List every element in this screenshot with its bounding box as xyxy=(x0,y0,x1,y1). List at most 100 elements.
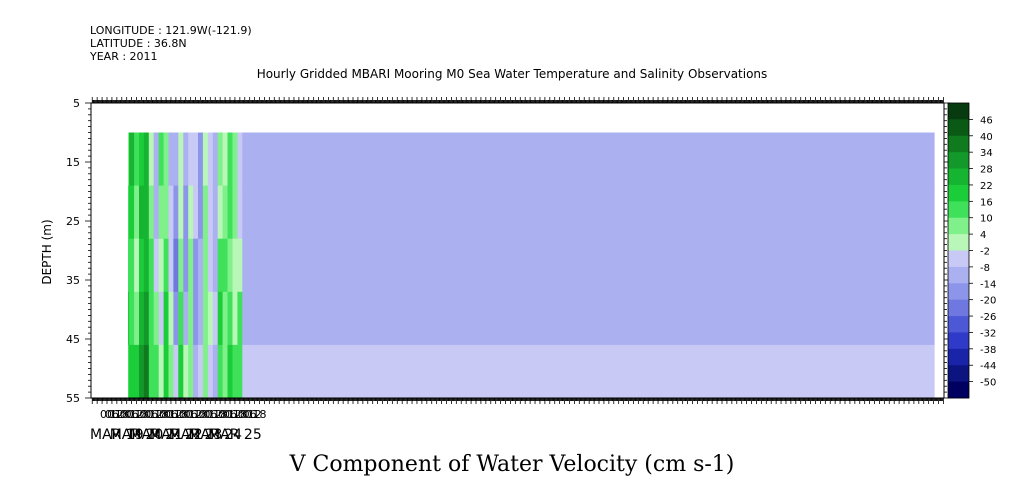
heatmap-cell xyxy=(153,238,160,293)
x-tick-label: 06 xyxy=(164,408,178,421)
heatmap-cell xyxy=(207,344,214,399)
heatmap-cell xyxy=(207,185,214,240)
heatmap-cell xyxy=(148,238,155,293)
x-tick-label: 06 xyxy=(125,408,139,421)
x-tick-label: 18 xyxy=(213,408,227,421)
heatmap-cell xyxy=(237,344,243,399)
colorbar-swatch xyxy=(948,168,969,186)
heatmap-cell xyxy=(168,238,174,293)
heatmap-cell xyxy=(128,291,130,346)
heatmap-cell xyxy=(193,291,199,346)
heatmap-cell xyxy=(222,238,229,293)
x-tick-label: 18 xyxy=(154,408,168,421)
heatmap-cell xyxy=(212,238,219,293)
heatmap-cell xyxy=(183,238,189,293)
colorbar-swatch xyxy=(948,103,969,120)
colorbar-label: -50 xyxy=(980,378,996,389)
heatmap-cell xyxy=(163,344,170,399)
colorbar-label: 34 xyxy=(980,148,993,159)
heatmap-cells xyxy=(128,132,935,399)
colorbar-label: 22 xyxy=(980,181,993,192)
colorbar-label: 28 xyxy=(980,165,993,176)
heatmap-cell xyxy=(168,185,174,240)
heatmap-cell xyxy=(163,291,170,346)
latitude-label: LATITUDE : 36.8N xyxy=(90,37,187,50)
colorbar-swatch xyxy=(948,299,969,317)
heatmap-cell xyxy=(168,291,174,346)
colorbar-swatch xyxy=(948,201,969,219)
heatmap-cell xyxy=(173,238,179,293)
x-tick-label: 00 xyxy=(218,408,232,421)
x-tick-label: 12 xyxy=(149,408,163,421)
heatmap-cell xyxy=(178,132,184,187)
x-tick-label: 06 xyxy=(203,408,217,421)
heatmap-cell xyxy=(139,238,145,293)
colorbar-label: 40 xyxy=(980,132,993,143)
colorbar-swatch xyxy=(948,365,969,383)
y-tick-label: 15 xyxy=(66,156,80,169)
heatmap-cell xyxy=(183,185,189,240)
heatmap-cell xyxy=(139,291,145,346)
heatmap-cell xyxy=(168,132,174,187)
heatmap-cell xyxy=(153,185,160,240)
heatmap-cell xyxy=(202,132,209,187)
colorbar-swatch xyxy=(948,381,969,399)
heatmap-cell xyxy=(173,291,179,346)
heatmap-cell xyxy=(178,291,184,346)
heatmap-cell xyxy=(143,344,150,399)
heatmap-cell xyxy=(217,185,224,240)
heatmap-cell xyxy=(183,132,189,187)
heatmap-cell xyxy=(232,238,238,293)
heatmap-cell xyxy=(207,291,214,346)
heatmap-cell xyxy=(158,132,165,187)
y-tick-label: 5 xyxy=(73,97,80,110)
heatmap-cell xyxy=(178,185,184,240)
y-tick-label: 35 xyxy=(66,274,80,287)
year-label: YEAR : 2011 xyxy=(90,50,158,63)
heatmap-cell xyxy=(129,132,135,187)
heatmap-cell xyxy=(227,238,233,293)
heatmap-cell xyxy=(222,344,229,399)
heatmap-cell xyxy=(158,238,165,293)
x-tick-label: 12 xyxy=(248,408,262,421)
x-tick-label: 12 xyxy=(110,408,124,421)
x-tick-label: 12 xyxy=(169,408,183,421)
heatmap-cell xyxy=(173,185,179,240)
x-tick-label: 06 xyxy=(184,408,198,421)
colorbar-label: 10 xyxy=(980,214,993,225)
colorbar-label: -44 xyxy=(980,361,996,372)
heatmap-cell xyxy=(128,238,130,293)
heatmap-cell xyxy=(139,344,145,399)
heatmap-cell xyxy=(134,344,140,399)
heatmap-cell xyxy=(178,238,184,293)
heatmap-cell xyxy=(188,344,194,399)
x-tick-label: 18 xyxy=(115,408,129,421)
heatmap-cell xyxy=(227,185,233,240)
heatmap-cell xyxy=(129,185,135,240)
heatmap-cell xyxy=(134,291,140,346)
colorbar-label: 16 xyxy=(980,197,993,208)
x-axis-label: V Component of Water Velocity (cm s-1) xyxy=(289,452,735,477)
x-tick-label: 12 xyxy=(189,408,203,421)
x-tick-label: 18 xyxy=(233,408,247,421)
heatmap-cell xyxy=(193,132,199,187)
heatmap-cell xyxy=(193,238,199,293)
heatmap-cell xyxy=(168,344,174,399)
heatmap-cell xyxy=(242,185,935,240)
heatmap-cell xyxy=(237,291,243,346)
heatmap-cell xyxy=(129,291,135,346)
colorbar-label: -26 xyxy=(980,312,996,323)
heatmap-cell xyxy=(222,185,229,240)
heatmap-cell xyxy=(173,344,179,399)
heatmap-cell xyxy=(163,185,170,240)
x-tick-label: 00 xyxy=(100,408,114,421)
heatmap-cell xyxy=(198,291,204,346)
heatmap-cell xyxy=(217,291,224,346)
x-tick-label: 00 xyxy=(198,408,212,421)
heatmap-cell xyxy=(163,132,170,187)
x-tick-label: 12 xyxy=(208,408,222,421)
heatmap-cell xyxy=(227,132,233,187)
heatmap-cell xyxy=(212,344,219,399)
heatmap-cell xyxy=(242,132,935,187)
heatmap-cell xyxy=(143,185,150,240)
